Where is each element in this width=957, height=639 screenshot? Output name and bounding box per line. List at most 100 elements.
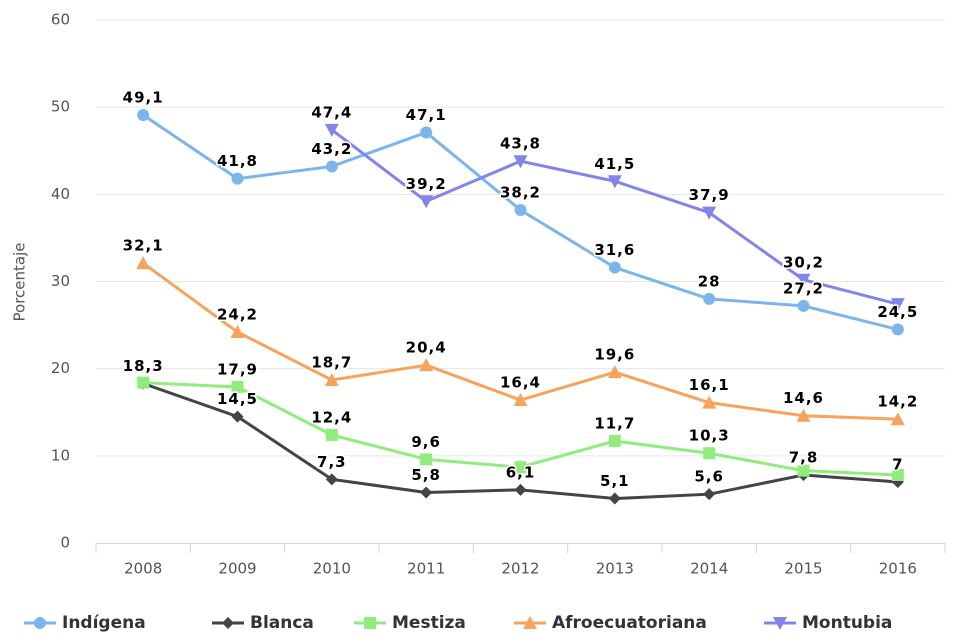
point bbox=[136, 256, 151, 270]
data-label: 47,1 bbox=[406, 106, 447, 124]
legend-label: Blanca bbox=[250, 613, 314, 633]
y-tick-label: 50 bbox=[51, 98, 70, 116]
data-label: 24,2 bbox=[217, 306, 258, 324]
point bbox=[231, 410, 244, 423]
point bbox=[890, 298, 905, 312]
data-label: 27,2 bbox=[783, 279, 824, 297]
point bbox=[703, 488, 716, 501]
data-label: 11,7 bbox=[594, 415, 635, 433]
point bbox=[513, 155, 528, 169]
data-label: 41,8 bbox=[217, 152, 258, 170]
point bbox=[420, 453, 433, 466]
legend-marker bbox=[34, 617, 46, 629]
data-label: 5,1 bbox=[600, 472, 630, 490]
point bbox=[514, 204, 527, 217]
legend-marker bbox=[364, 617, 376, 629]
point bbox=[891, 323, 904, 336]
data-label: 19,6 bbox=[594, 346, 635, 364]
point bbox=[796, 408, 811, 422]
y-tick-label: 60 bbox=[51, 11, 70, 29]
data-label: 47,4 bbox=[311, 103, 352, 121]
data-label: 37,9 bbox=[689, 186, 730, 204]
point bbox=[324, 372, 339, 386]
point bbox=[797, 299, 810, 312]
point bbox=[608, 492, 621, 505]
legend-label: Afroecuatoriana bbox=[552, 613, 707, 633]
data-label: 7,3 bbox=[317, 453, 347, 471]
y-axis-title: Porcentaje bbox=[11, 243, 29, 322]
data-label: 5,6 bbox=[694, 468, 724, 486]
point bbox=[325, 473, 338, 486]
point bbox=[608, 261, 621, 274]
data-label: 30,2 bbox=[783, 253, 824, 271]
data-label: 43,2 bbox=[311, 140, 352, 158]
point bbox=[325, 160, 338, 173]
legend-marker bbox=[523, 616, 537, 629]
x-tick-label: 2009 bbox=[218, 560, 256, 578]
point bbox=[513, 393, 528, 407]
data-label: 14,6 bbox=[783, 389, 824, 407]
data-label: 17,9 bbox=[217, 360, 258, 378]
point bbox=[324, 123, 339, 137]
data-label: 6,1 bbox=[506, 463, 536, 481]
point bbox=[231, 380, 244, 393]
point bbox=[703, 292, 716, 305]
data-label: 20,4 bbox=[406, 339, 447, 357]
y-tick-label: 20 bbox=[51, 359, 70, 377]
point bbox=[702, 206, 717, 220]
x-tick-label: 2012 bbox=[501, 560, 539, 578]
data-label: 16,4 bbox=[500, 374, 541, 392]
data-label: 39,2 bbox=[406, 175, 447, 193]
point bbox=[420, 126, 433, 139]
data-label: 5,8 bbox=[411, 466, 441, 484]
point bbox=[137, 376, 150, 389]
legend-label: Indígena bbox=[62, 613, 146, 633]
point bbox=[608, 435, 621, 448]
data-label: 28 bbox=[698, 272, 721, 290]
data-label: 9,6 bbox=[411, 433, 441, 451]
point bbox=[703, 447, 716, 460]
legend-marker bbox=[773, 617, 787, 630]
point bbox=[420, 486, 433, 499]
x-tick-label: 2013 bbox=[596, 560, 634, 578]
point bbox=[419, 195, 434, 209]
legend-marker bbox=[222, 617, 234, 629]
data-label: 14,2 bbox=[877, 393, 918, 411]
data-label: 18,3 bbox=[123, 357, 164, 375]
point bbox=[514, 461, 527, 474]
point bbox=[796, 273, 811, 287]
data-label: 10,3 bbox=[689, 427, 730, 445]
point bbox=[607, 365, 622, 379]
y-tick-label: 30 bbox=[51, 272, 70, 290]
point bbox=[890, 412, 905, 426]
x-tick-label: 2014 bbox=[690, 560, 728, 578]
data-label: 49,1 bbox=[123, 89, 164, 107]
point bbox=[891, 469, 904, 482]
x-tick-label: 2015 bbox=[784, 560, 822, 578]
data-label: 31,6 bbox=[594, 241, 635, 259]
data-label: 32,1 bbox=[123, 237, 164, 255]
data-label: 41,5 bbox=[594, 155, 635, 173]
data-label: 24,5 bbox=[877, 303, 918, 321]
data-labels: 49,1 41,8 43,2 47,1 38,2 31,6 28 27,2 24,5 18,3 14… bbox=[121, 87, 919, 492]
point bbox=[325, 428, 338, 441]
point bbox=[231, 172, 244, 185]
data-label: 14,5 bbox=[217, 390, 258, 408]
legend-label: Mestiza bbox=[392, 613, 466, 633]
point bbox=[137, 109, 150, 122]
point bbox=[514, 483, 527, 496]
point bbox=[230, 325, 245, 339]
point bbox=[419, 358, 434, 372]
data-label: 16,1 bbox=[689, 376, 730, 394]
data-label: 38,2 bbox=[500, 184, 541, 202]
data-label: 7,8 bbox=[789, 449, 819, 467]
point bbox=[797, 464, 810, 477]
legend-label: Montubia bbox=[802, 613, 892, 633]
point bbox=[702, 395, 717, 409]
y-tick-label: 40 bbox=[51, 185, 70, 203]
y-tick-label: 0 bbox=[60, 534, 70, 552]
x-tick-label: 2008 bbox=[124, 560, 162, 578]
x-tick-label: 2010 bbox=[313, 560, 351, 578]
x-tick-label: 2011 bbox=[407, 560, 445, 578]
